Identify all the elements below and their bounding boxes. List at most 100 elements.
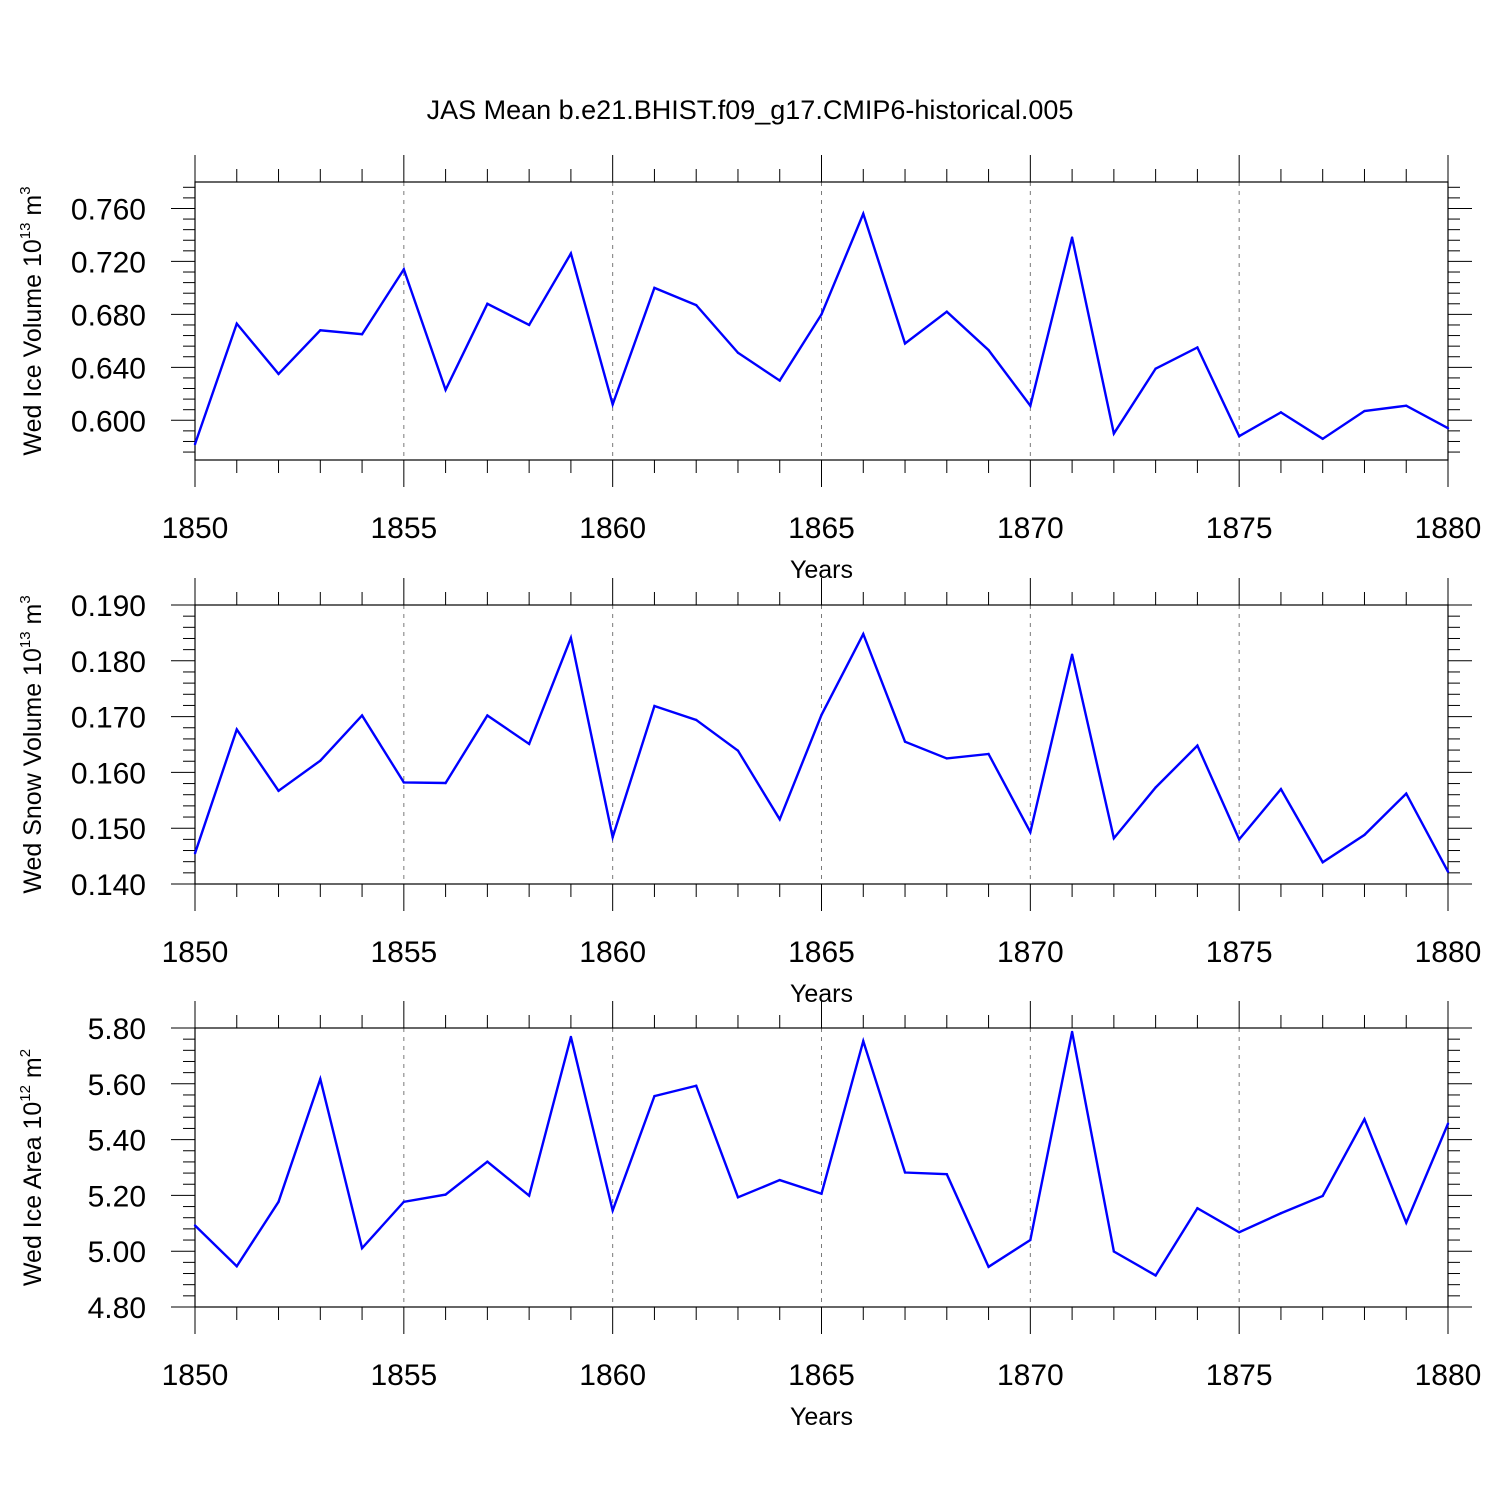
data-point <box>193 1224 197 1227</box>
data-point <box>611 835 614 839</box>
data-point <box>695 1084 698 1087</box>
data-point <box>611 403 614 406</box>
y-tick-label: 5.80 <box>88 1013 146 1046</box>
y-tick-label: 0.760 <box>71 193 146 226</box>
y-axis-label-ylabel-main: Wed Snow Volume 10 <box>19 648 47 894</box>
data-point <box>444 388 447 392</box>
data-point <box>820 713 823 717</box>
x-tick-label: 1865 <box>788 1359 855 1392</box>
y-axis-label-ylabel-unit-exp: 2 <box>17 1049 34 1057</box>
data-point <box>193 442 197 446</box>
x-tick-label: 1860 <box>579 512 646 545</box>
x-tick-label: 1855 <box>370 512 437 545</box>
data-point <box>736 749 740 752</box>
y-tick-label: 0.140 <box>71 869 146 902</box>
data-point <box>1405 792 1408 795</box>
y-tick-label: 0.170 <box>71 702 146 735</box>
y-tick-label: 4.80 <box>88 1292 146 1325</box>
data-point <box>1196 1207 1199 1210</box>
data-point <box>1446 427 1450 430</box>
data-point <box>486 1160 489 1163</box>
data-point <box>1237 434 1241 438</box>
y-tick-label: 0.150 <box>71 813 146 846</box>
y-axis-label-ylabel-main: Wed Ice Volume 10 <box>19 239 47 455</box>
data-point <box>486 302 489 305</box>
data-point <box>1279 787 1283 791</box>
chart-panel-3: 4.80 5.00 5.20 5.40 5.60 5.80 1850 1855 1860 1865… <box>17 1001 1481 1431</box>
data-point <box>1279 411 1283 414</box>
x-tick-label: 1855 <box>370 936 437 969</box>
data-point <box>1029 404 1032 407</box>
data-point <box>1321 437 1324 441</box>
x-tick-label: 1870 <box>997 936 1064 969</box>
data-point <box>778 818 781 821</box>
data-point <box>862 1039 865 1043</box>
data-point <box>862 212 865 215</box>
data-point <box>695 303 698 307</box>
data-point <box>1112 432 1116 435</box>
y-axis-label-ylabel-unit-exp: 3 <box>17 595 34 603</box>
x-tick-label: 1875 <box>1206 512 1273 545</box>
data-point <box>736 351 740 354</box>
y-tick-label: 5.00 <box>88 1236 146 1269</box>
y-axis-label-ylabel-unit: m <box>19 604 47 632</box>
chart-panel-1: 0.600 0.640 0.680 0.720 0.760 1850 1855 1860 186… <box>17 155 1481 584</box>
data-point <box>653 1094 656 1098</box>
data-point <box>987 752 990 756</box>
data-point <box>1446 870 1450 873</box>
data-point <box>569 252 573 255</box>
data-point <box>1279 1212 1283 1215</box>
data-point <box>778 1178 781 1182</box>
y-axis-label-ylabel-main: Wed Ice Area 10 <box>19 1102 47 1286</box>
x-tick-label: 1850 <box>162 936 229 969</box>
x-tick-label: 1875 <box>1206 1359 1273 1392</box>
data-point <box>778 379 781 382</box>
x-axis-label: Years <box>790 1403 853 1431</box>
x-tick-label: 1870 <box>997 512 1064 545</box>
data-point <box>277 372 280 376</box>
data-point <box>1029 830 1032 834</box>
data-point <box>1405 1221 1408 1224</box>
y-tick-label: 0.190 <box>71 590 146 623</box>
data-point <box>235 728 238 731</box>
data-point <box>1070 1030 1074 1034</box>
data-point <box>444 1193 447 1196</box>
data-point <box>1237 1231 1241 1234</box>
x-tick-label: 1860 <box>579 936 646 969</box>
data-point <box>1154 367 1157 370</box>
data-point <box>945 757 948 760</box>
y-axis-label: Wed Ice Volume 1013 m3 <box>17 186 47 455</box>
data-point <box>1070 653 1074 656</box>
data-point <box>945 1172 948 1176</box>
data-point <box>820 1192 823 1195</box>
x-tick-label: 1880 <box>1415 1359 1482 1392</box>
y-tick-label: 5.20 <box>88 1180 146 1213</box>
x-tick-label: 1870 <box>997 1359 1064 1392</box>
data-point <box>1405 404 1408 407</box>
chart-panel-2: 0.140 0.150 0.160 0.170 0.180 0.190 1850 1855 18… <box>17 578 1481 1008</box>
data-point <box>360 333 364 336</box>
x-tick-label: 1860 <box>579 1359 646 1392</box>
data-point <box>527 742 531 746</box>
data-point <box>360 1246 364 1250</box>
data-point <box>527 323 531 327</box>
data-point <box>903 1171 907 1174</box>
y-tick-label: 0.720 <box>71 246 146 279</box>
x-tick-label: 1850 <box>162 512 229 545</box>
y-axis-label: Wed Snow Volume 1013 m3 <box>17 595 47 893</box>
y-axis-label-ylabel-unit-exp: 3 <box>17 186 34 194</box>
data-point <box>1196 744 1199 747</box>
data-point <box>945 310 948 313</box>
data-point <box>235 1265 238 1268</box>
x-tick-label: 1855 <box>370 1359 437 1392</box>
x-tick-label: 1850 <box>162 1359 229 1392</box>
data-point <box>695 718 698 722</box>
data-point <box>862 632 865 636</box>
x-tick-label: 1880 <box>1415 936 1482 969</box>
data-point <box>653 286 656 290</box>
data-point <box>277 789 280 793</box>
data-point <box>360 714 364 717</box>
x-tick-label: 1865 <box>788 512 855 545</box>
y-tick-label: 5.40 <box>88 1125 146 1158</box>
